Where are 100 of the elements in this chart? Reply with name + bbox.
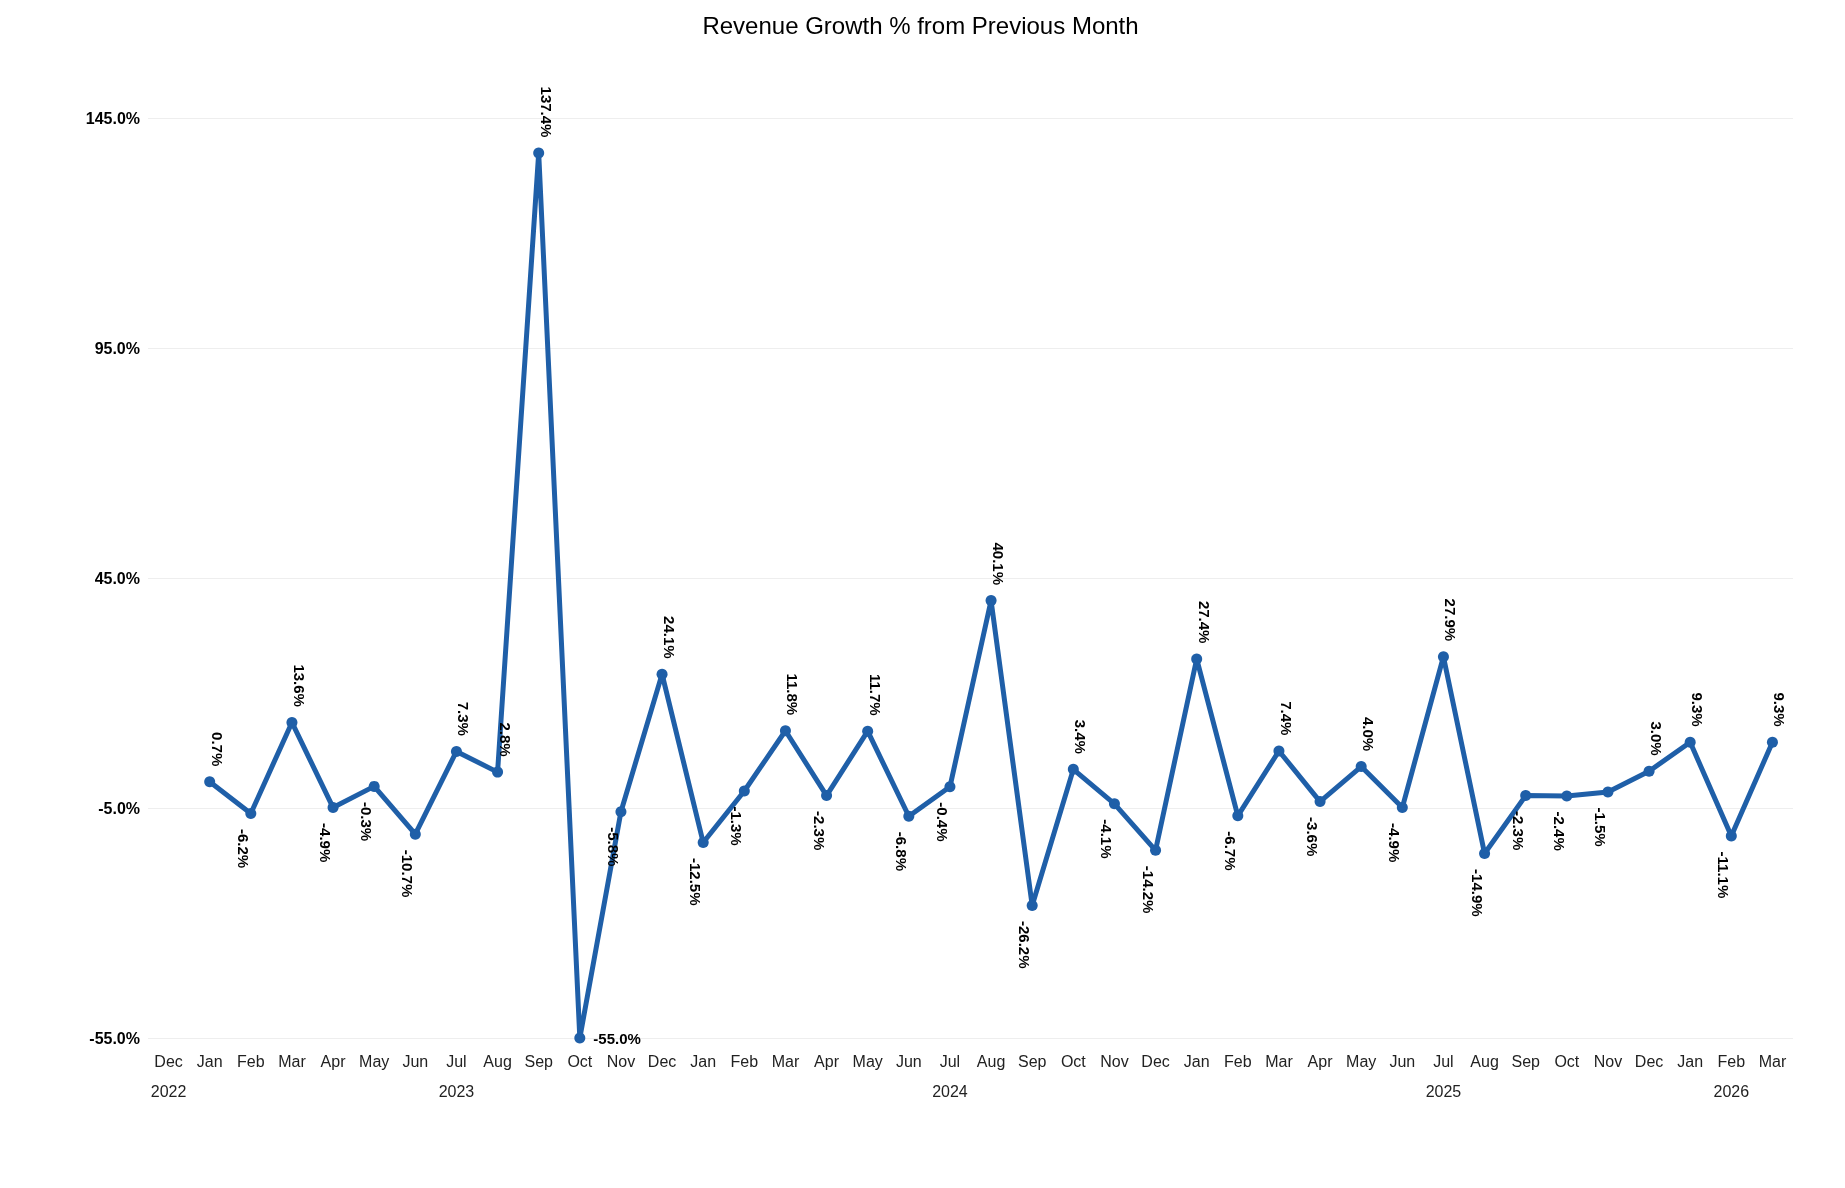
data-label: -0.3% [358, 801, 376, 842]
x-tick-label: Jan [196, 1052, 223, 1070]
data-label: 11.8% [784, 673, 802, 716]
point [1026, 900, 1038, 912]
x-tick-label: Mar [278, 1052, 307, 1070]
x-tick-label: Jul 2023 [438, 1052, 475, 1100]
data-label: -1.5% [1591, 807, 1609, 847]
x-tick-label: Sep [524, 1052, 554, 1070]
x-tick-label: Aug [1470, 1052, 1499, 1070]
point [492, 766, 504, 778]
point [1766, 736, 1778, 748]
point [327, 802, 339, 814]
data-label: -2.3% [1509, 811, 1527, 851]
x-tick-label: Jun [895, 1052, 922, 1070]
data-label: -4.1% [1098, 819, 1116, 859]
data-label: -1.3% [728, 806, 746, 846]
x-tick-label: Nov [606, 1052, 636, 1070]
x-tick-label: Feb [237, 1052, 265, 1070]
x-tick-label: Nov [1100, 1052, 1129, 1070]
point [1273, 745, 1285, 757]
x-tick-label: Jan [1183, 1052, 1210, 1070]
point [1602, 786, 1614, 798]
x-tick-label: Jul 2025 [1425, 1052, 1462, 1100]
point [862, 725, 874, 737]
x-tick-label: Aug [483, 1052, 512, 1070]
point [944, 781, 956, 793]
y-tick-label: -55.0% [89, 1029, 140, 1047]
data-label: 137.4% [537, 86, 555, 138]
point [1643, 765, 1655, 777]
data-label: 3.0% [1648, 721, 1666, 756]
data-label: 7.4% [1277, 701, 1295, 736]
x-tick-label: Oct [1554, 1052, 1580, 1070]
x-tick-label: Oct [1060, 1052, 1087, 1070]
data-label: 9.3% [1689, 692, 1707, 727]
data-label: -6.7% [1221, 831, 1239, 871]
point [204, 776, 216, 788]
data-label: 40.1% [990, 542, 1008, 586]
point [1520, 790, 1532, 802]
point [1314, 796, 1326, 808]
point [1355, 761, 1367, 773]
x-tick-label: Dec [1634, 1052, 1664, 1070]
data-label: -3.6% [1304, 817, 1322, 857]
point [533, 147, 545, 159]
point [656, 668, 668, 680]
point [245, 808, 257, 820]
data-label: 4.0% [1360, 716, 1378, 752]
data-label: -6.8% [892, 831, 910, 871]
x-tick-label: Sep [1511, 1052, 1541, 1070]
data-label: -4.9% [1386, 823, 1404, 863]
point [1108, 798, 1120, 810]
point [1684, 736, 1696, 748]
point [1479, 848, 1491, 860]
x-tick-label: Dec 2022 [150, 1052, 187, 1100]
data-label: -2.4% [1550, 811, 1568, 851]
point [1396, 802, 1408, 814]
point [574, 1032, 586, 1044]
data-label: -14.9% [1468, 869, 1486, 917]
data-label: -55.0% [593, 1029, 641, 1047]
x-tick-label: Nov [1593, 1052, 1623, 1070]
data-label: -6.2% [234, 829, 252, 869]
x-tick-label: Mar [1758, 1052, 1787, 1070]
y-tick-label: 145.0% [85, 109, 140, 127]
x-tick-label: Apr [1307, 1052, 1334, 1070]
x-tick-label: Mar [1265, 1052, 1294, 1070]
x-tick-label: May [1346, 1052, 1377, 1070]
data-label: -11.1% [1715, 851, 1733, 899]
y-tick-label: 45.0% [94, 569, 140, 587]
x-tick-label: Jan [1677, 1052, 1704, 1070]
data-label: 27.9% [1442, 598, 1460, 642]
data-label: 9.3% [1771, 692, 1789, 727]
point [450, 745, 462, 757]
point [368, 780, 380, 792]
data-label: 13.6% [290, 664, 308, 707]
point [409, 828, 421, 840]
point [1561, 790, 1573, 802]
x-tick-label: Feb [1224, 1052, 1252, 1070]
data-label: 2.8% [496, 722, 514, 757]
point [779, 725, 791, 737]
x-tick-label: Mar [771, 1052, 800, 1070]
point [903, 810, 915, 822]
x-tick-label: May [359, 1052, 390, 1070]
point [738, 785, 750, 797]
x-tick-label: Dec [647, 1052, 677, 1070]
point [1191, 653, 1203, 665]
y-tick-label: -5.0% [98, 799, 140, 817]
data-label: -14.2% [1139, 865, 1157, 914]
data-label: -4.9% [317, 823, 335, 863]
x-tick-label: Feb 2026 [1713, 1052, 1750, 1100]
point [697, 837, 709, 848]
data-label: -10.7% [399, 849, 417, 898]
x-tick-label: Jan [690, 1052, 717, 1070]
point [615, 806, 627, 818]
x-tick-label: Jul 2024 [932, 1052, 968, 1100]
x-tick-label: Sep [1017, 1052, 1047, 1070]
x-tick-label: Aug [976, 1052, 1006, 1070]
x-tick-label: Jun [1389, 1052, 1416, 1070]
x-tick-label: Jun [402, 1052, 429, 1070]
x-tick-label: Oct [567, 1052, 593, 1070]
data-label: -26.2% [1016, 921, 1034, 969]
data-label: 24.1% [661, 616, 679, 659]
